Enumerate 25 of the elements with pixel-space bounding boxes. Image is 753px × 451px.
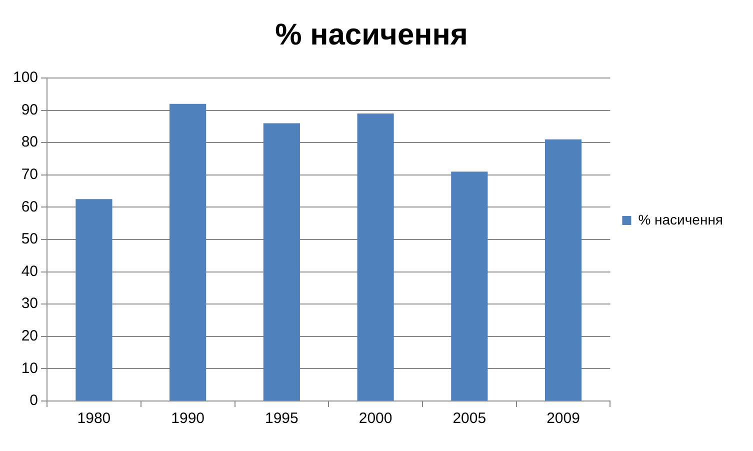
chart-title: % насичення (275, 18, 468, 52)
bar (357, 114, 394, 400)
y-tick-label: 90 (21, 101, 38, 118)
y-tick-label: 80 (21, 134, 38, 151)
y-tick-label: 0 (30, 392, 38, 410)
y-tick-label: 100 (12, 69, 38, 86)
y-tick-label: 50 (21, 230, 38, 248)
y-tick-label: 70 (21, 166, 38, 184)
y-tick-label: 20 (21, 328, 38, 345)
y-tick-label: 10 (21, 360, 38, 377)
x-tick-label: 1990 (171, 410, 205, 428)
y-tick-label: 30 (21, 295, 38, 312)
x-tick-label: 2005 (452, 410, 486, 428)
bar (451, 172, 488, 400)
y-tick-label: 40 (21, 262, 38, 280)
x-tick-label: 2000 (358, 410, 392, 428)
x-tick-label: 1995 (264, 410, 298, 428)
x-tick-label: 1980 (77, 410, 111, 428)
bar (544, 139, 582, 400)
bar (263, 123, 300, 400)
bar (170, 104, 206, 400)
x-tick-label: 2009 (546, 410, 580, 428)
legend-label: % насичення (638, 211, 724, 228)
bar (76, 199, 112, 400)
y-tick-label: 60 (21, 198, 38, 216)
